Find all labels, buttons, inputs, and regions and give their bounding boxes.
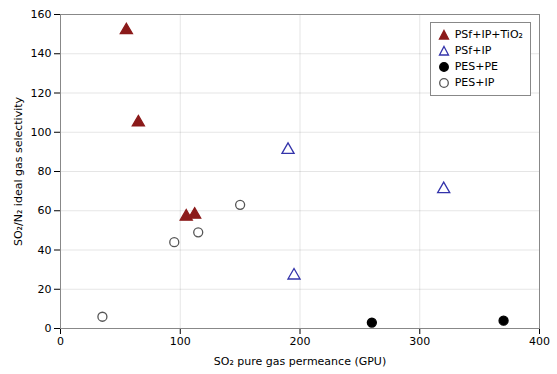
svg-text:200: 200 <box>290 335 311 348</box>
html-text:PSf+IP+TiO₂: PSf+IP+TiO₂ <box>454 28 523 41</box>
svg-text:120: 120 <box>31 87 52 100</box>
svg-text:400: 400 <box>529 335 550 348</box>
html-text:PES+PE: PES+PE <box>454 60 499 73</box>
svg-text:0: 0 <box>57 335 64 348</box>
svg-text:100: 100 <box>31 126 52 139</box>
svg-text:100: 100 <box>170 335 191 348</box>
html-text:PSf+IP: PSf+IP <box>454 44 492 57</box>
svg-text:300: 300 <box>409 335 430 348</box>
svg-text:140: 140 <box>31 47 52 60</box>
svg-text:20: 20 <box>38 283 52 296</box>
svg-text:SO₂ pure gas permeance (GPU): SO₂ pure gas permeance (GPU) <box>214 355 386 368</box>
svg-text:160: 160 <box>31 8 52 21</box>
html-text:PES+IP: PES+IP <box>454 76 495 89</box>
svg-text:SO₂/N₂ ideal gas selectivity: SO₂/N₂ ideal gas selectivity <box>12 96 25 246</box>
svg-text:60: 60 <box>38 204 52 217</box>
svg-text:40: 40 <box>38 244 52 257</box>
svg-text:80: 80 <box>38 165 52 178</box>
svg-text:0: 0 <box>45 322 52 335</box>
